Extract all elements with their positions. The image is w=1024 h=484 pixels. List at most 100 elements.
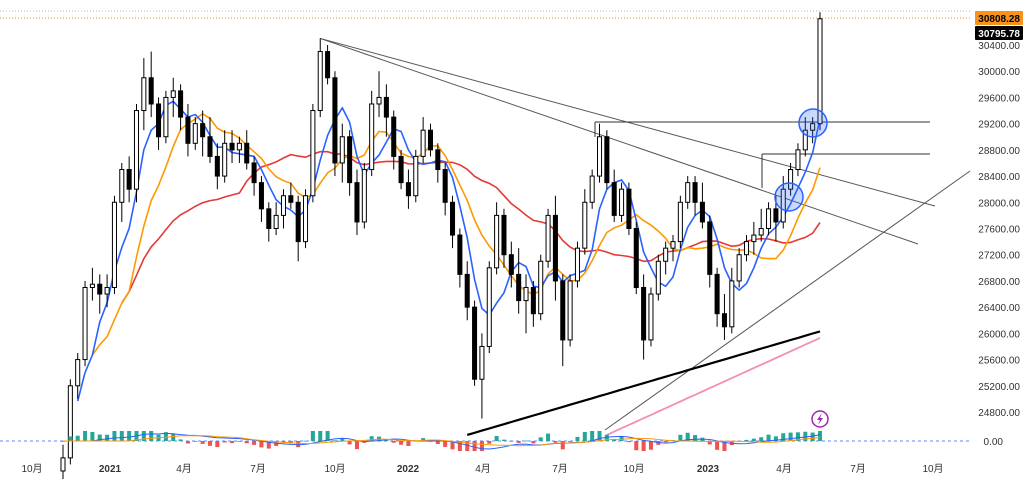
candle-body (325, 51, 331, 79)
candle (405, 169, 411, 209)
indicator-bar (215, 441, 220, 448)
candle (192, 117, 198, 150)
candle (729, 267, 735, 334)
indicator-bar (715, 441, 720, 450)
candle (567, 274, 573, 347)
candle-body (97, 283, 103, 295)
candle-body (641, 286, 647, 341)
candle (619, 182, 625, 222)
candle (450, 195, 456, 249)
candle-body (494, 214, 500, 269)
indicator-bar (252, 441, 257, 445)
candle (530, 280, 536, 327)
candle (751, 221, 757, 255)
indicator-bar (641, 441, 646, 451)
candle (266, 202, 272, 242)
candle-body (89, 283, 95, 288)
y-tick-label: 27600.00 (978, 225, 1020, 236)
candle-body (156, 103, 162, 138)
indicator-bar (112, 431, 117, 441)
indicator-bar (568, 441, 573, 442)
candle (707, 215, 713, 288)
candle-body (376, 96, 382, 105)
candle (280, 189, 287, 229)
annotation-layer (774, 108, 828, 212)
indicator-bar (648, 441, 653, 450)
indicator-bar (296, 441, 301, 448)
y-tick-label: 25200.00 (978, 382, 1020, 393)
candle (310, 103, 316, 203)
candle (714, 267, 720, 327)
candle-body (714, 273, 720, 315)
candle (494, 202, 500, 275)
candle-body (692, 182, 698, 203)
candle (163, 90, 169, 144)
candle-body (582, 201, 588, 249)
indicator-bar (450, 441, 455, 450)
candle-body (303, 195, 309, 243)
indicator-bar (766, 434, 771, 441)
x-tick-label: 2023 (697, 464, 720, 475)
candle-body (611, 182, 617, 216)
candle-body (560, 280, 566, 341)
candle (67, 379, 73, 465)
candle (596, 123, 603, 183)
candle (508, 241, 514, 288)
y-tick-label: 29600.00 (978, 93, 1020, 104)
candle (699, 182, 705, 229)
candle-body (104, 286, 110, 295)
candle-body (729, 280, 735, 328)
x-tick-label: 2021 (99, 464, 122, 475)
candle-body (339, 136, 345, 164)
candle-body (626, 188, 632, 230)
candle-body (721, 313, 727, 328)
candle (472, 300, 478, 386)
candle (89, 267, 95, 301)
candle-body (567, 280, 573, 341)
indicator-bar (546, 433, 551, 441)
candle (516, 248, 522, 314)
candle-body (817, 18, 823, 125)
indicator-bar (457, 441, 462, 451)
candle (398, 149, 404, 190)
candle-body (699, 201, 705, 223)
indicator-bar (105, 434, 110, 441)
indicator-bar (83, 431, 88, 441)
indicator-bar (788, 432, 793, 441)
candle (156, 97, 162, 150)
indicator-bar (803, 431, 808, 441)
indicator-line-slow (63, 435, 821, 447)
indicator-bar (612, 439, 617, 441)
candle (758, 208, 764, 242)
indicator-bar (472, 441, 477, 451)
candle-body (383, 96, 389, 118)
candle-body (141, 77, 147, 112)
candle-body (707, 221, 713, 275)
indicator-bar (810, 432, 815, 441)
indicator-bar (707, 441, 712, 445)
candle-body (633, 228, 639, 288)
candle-body (361, 169, 367, 223)
candle (214, 143, 220, 190)
candle-body (317, 51, 323, 112)
y-tick-label: 28800.00 (978, 146, 1020, 157)
indicator-bar (97, 434, 102, 441)
ma-mid-line (91, 112, 821, 356)
candle-body (148, 77, 154, 105)
indicator-bar (141, 431, 146, 441)
indicator-bar (509, 440, 514, 442)
price-label-bg (975, 11, 1023, 25)
indicator-bar (479, 441, 484, 451)
candle (457, 228, 463, 288)
y-tick-label: 30000.00 (978, 67, 1020, 78)
candle (795, 143, 801, 177)
candle-body (596, 136, 603, 177)
candle (626, 182, 632, 236)
y-tick-label: 30400.00 (978, 41, 1020, 52)
candle-body (192, 123, 198, 144)
indicator-bar (185, 441, 190, 444)
y-tick-label: 29200.00 (978, 120, 1020, 131)
x-tick-label: 7月 (850, 463, 866, 475)
